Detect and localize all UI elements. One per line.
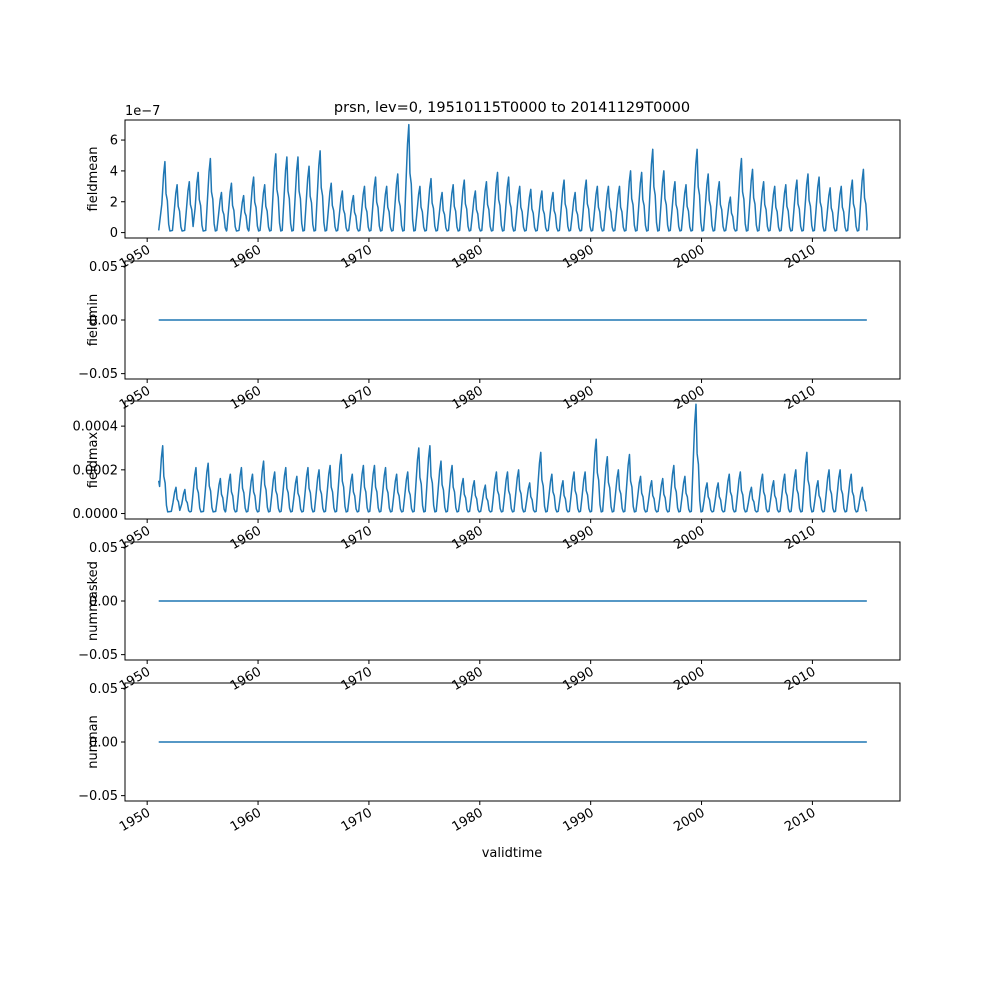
fieldmax-ytick-label: 0.0002: [73, 463, 119, 478]
figure-title: prsn, lev=0, 19510115T0000 to 20141129T0…: [334, 100, 690, 116]
numnan-ytick-label: 0.00: [89, 736, 118, 751]
fieldmin-y-axis-label: fieldmin: [86, 294, 101, 347]
fieldmax-series-line: [157, 403, 868, 513]
fieldmean-ytick-label: 2: [110, 195, 118, 210]
fieldmin-ytick-label: −0.05: [78, 367, 118, 382]
fieldmin-ytick-label: 0.05: [89, 260, 118, 275]
numnan-ytick-label: 0.05: [89, 682, 118, 697]
fieldmean-offset-text: 1e−7: [125, 104, 160, 119]
numnan-ytick-label: −0.05: [78, 789, 118, 804]
fieldmax-y-axis-label: fieldmax: [86, 432, 101, 489]
fieldmax-axes-frame: [124, 400, 901, 520]
fieldmean-ytick-label: 6: [110, 134, 118, 149]
fieldmean-ytick-label: 0: [110, 226, 118, 241]
numnan-y-axis-label: numnan: [86, 715, 101, 769]
fieldmax-ytick-label: 0.0000: [73, 507, 119, 522]
fieldmean-axes-frame: [124, 119, 901, 239]
fieldmean-y-axis-label: fieldmean: [86, 147, 101, 212]
fieldmax-ytick-label: 0.0004: [73, 420, 119, 435]
fieldmean-ytick-label: 4: [110, 164, 118, 179]
nummasked-ytick-label: −0.05: [78, 648, 118, 663]
nummasked-ytick-label: 0.00: [89, 595, 118, 610]
fieldmin-ytick-label: 0.00: [89, 314, 118, 329]
nummasked-y-axis-label: nummasked: [86, 561, 101, 641]
nummasked-ytick-label: 0.05: [89, 541, 118, 556]
fieldmean-series-line: [157, 123, 868, 232]
x-axis-label: validtime: [482, 846, 543, 861]
